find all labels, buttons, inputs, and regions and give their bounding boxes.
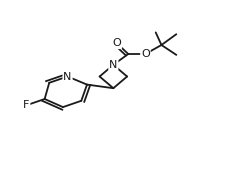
Text: N: N (109, 60, 117, 70)
Text: F: F (23, 100, 30, 110)
Text: O: O (141, 49, 150, 59)
Text: O: O (112, 38, 121, 48)
Text: N: N (63, 71, 72, 82)
